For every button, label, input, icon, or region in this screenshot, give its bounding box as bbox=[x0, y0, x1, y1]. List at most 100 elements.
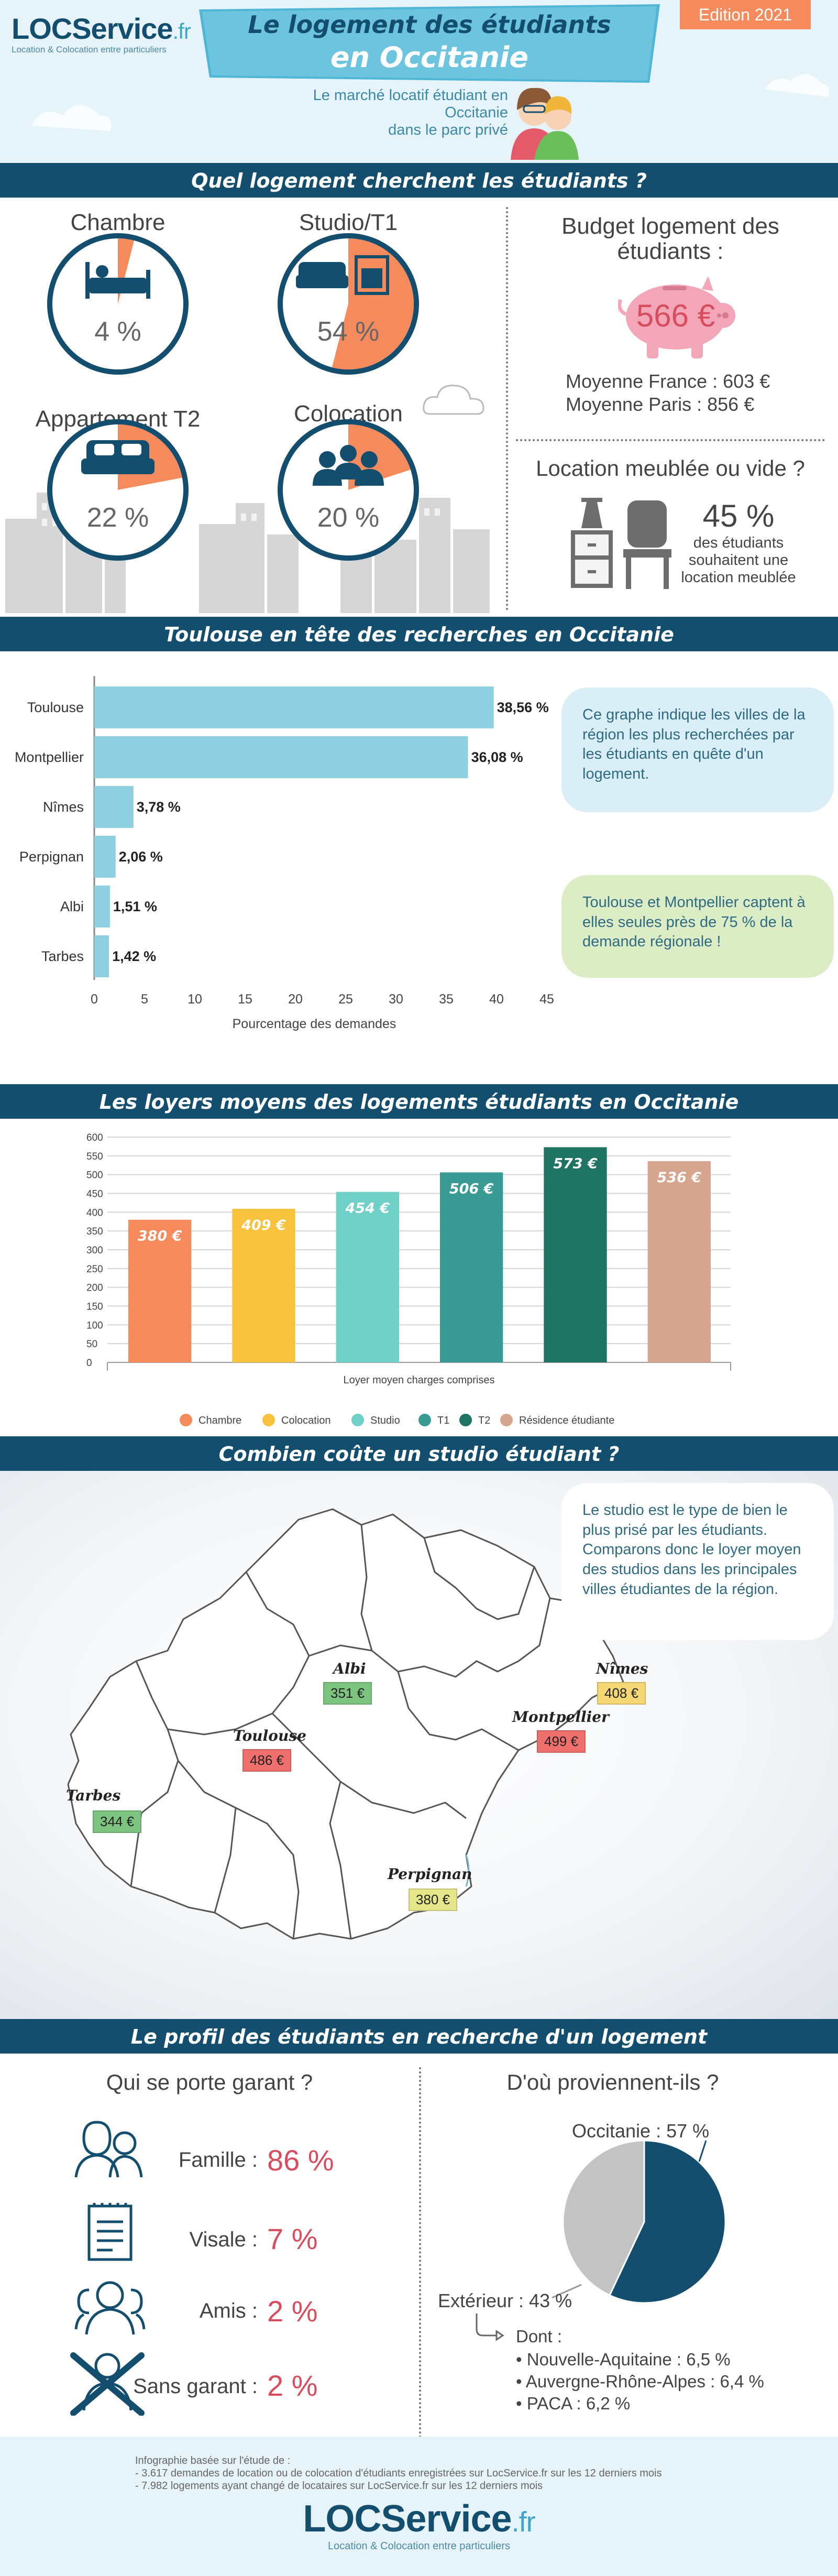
rent-bar-4 bbox=[544, 1147, 607, 1362]
rent-bar-5 bbox=[647, 1161, 711, 1362]
bar-4 bbox=[94, 886, 110, 927]
y-tick-label: 200 bbox=[86, 1283, 103, 1294]
garant-value-amis: 2 % bbox=[267, 2295, 318, 2328]
legend-label: Résidence étudiante bbox=[519, 1415, 614, 1426]
legend-swatch bbox=[351, 1414, 364, 1426]
x-tick-label: 35 bbox=[439, 992, 454, 1007]
donut-3: 20 % bbox=[278, 419, 419, 561]
origin-region-paca: PACA : 6,2 % bbox=[526, 2394, 631, 2413]
legend-swatch bbox=[180, 1414, 192, 1426]
map-price-albi: 351 € bbox=[323, 1682, 372, 1705]
y-tick-label: 450 bbox=[86, 1189, 103, 1200]
bar-value-label: 1,51 % bbox=[113, 899, 157, 914]
map-price-perpignan: 380 € bbox=[409, 1889, 458, 1911]
donut-slice bbox=[332, 238, 414, 369]
subtitle-line1: Le marché locatif étudiant en bbox=[313, 87, 508, 104]
occitanie-map bbox=[67, 1508, 624, 1940]
legend-label: Studio bbox=[370, 1415, 400, 1426]
garant-label-amis: Amis : bbox=[199, 2299, 258, 2322]
logo-tagline: Location & Colocation entre particuliers bbox=[12, 45, 167, 54]
furnished-text-line2: souhaitent une bbox=[688, 552, 789, 569]
garant-label-famille: Famille : bbox=[178, 2148, 258, 2171]
group-icon bbox=[313, 445, 384, 486]
dont-arrow-icon bbox=[476, 2313, 504, 2341]
footer-source-title: Infographie basée sur l'étude de : bbox=[135, 2455, 291, 2466]
legend-label: Colocation bbox=[281, 1415, 331, 1426]
rent-bar-value: 573 € bbox=[553, 1155, 598, 1172]
header-logo[interactable]: LOCService.fr Location & Colocation entr… bbox=[12, 12, 191, 55]
family-icon bbox=[74, 2121, 143, 2178]
donut-0: 4 % bbox=[47, 233, 189, 375]
footer-sources: Infographie basée sur l'étude de : - 3.6… bbox=[135, 2454, 662, 2492]
garant-value-sans: 2 % bbox=[267, 2369, 318, 2402]
bar-category-label: Tarbes bbox=[41, 948, 84, 964]
bar-category-label: Nîmes bbox=[43, 799, 84, 815]
logo-main: LOCService bbox=[12, 12, 173, 45]
bar-category-label: Perpignan bbox=[19, 849, 84, 865]
map-city-nimes: Nîmes bbox=[596, 1660, 648, 1677]
section1-horizontal-divider bbox=[516, 439, 825, 441]
y-tick-label: 600 bbox=[86, 1132, 103, 1143]
origin-region-auvergne-rhone-alpes: Auvergne-Rhône-Alpes : 6,4 % bbox=[525, 2372, 764, 2391]
x-axis-label: Loyer moyen charges comprises bbox=[343, 1374, 494, 1386]
y-tick-label: 400 bbox=[86, 1207, 103, 1218]
section1-title: Quel logement cherchent les étudiants ? bbox=[191, 169, 647, 192]
studio-explanation-bubble: Le studio est le type de bien le plus pr… bbox=[561, 1483, 834, 1640]
rent-bar-value: 409 € bbox=[241, 1217, 286, 1234]
origin-title: D'où proviennent-ils ? bbox=[506, 2070, 719, 2094]
header-subtitle: Le marché locatif étudiant en Occitanie … bbox=[246, 87, 508, 139]
bar-5 bbox=[94, 935, 109, 977]
footer-source-2: - 7.982 logements ayant changé de locata… bbox=[135, 2480, 543, 2492]
map-city-toulouse: Toulouse bbox=[233, 1727, 306, 1744]
rent-bar-1 bbox=[232, 1208, 295, 1362]
section1-band: Quel logement cherchent les étudiants ? bbox=[0, 163, 838, 198]
title-ribbon bbox=[199, 4, 660, 83]
garant-title: Qui se porte garant ? bbox=[106, 2070, 313, 2094]
x-axis-label: Pourcentage des demandes bbox=[233, 1017, 396, 1031]
bar-value-label: 36,08 % bbox=[471, 749, 523, 765]
cloud-icon bbox=[423, 385, 484, 415]
budget-averages: Moyenne France : 603 € Moyenne Paris : 8… bbox=[566, 370, 796, 416]
pie-slice-extérieur bbox=[562, 2140, 645, 2297]
origin-dont: Dont : bbox=[516, 2327, 563, 2346]
legend-label: T2 bbox=[478, 1415, 490, 1426]
bar-value-label: 1,42 % bbox=[112, 948, 156, 964]
map-price-toulouse: 486 € bbox=[242, 1749, 292, 1772]
x-tick-label: 45 bbox=[539, 992, 554, 1007]
origin-region-item: • Auvergne-Rhône-Alpes : 6,4 % bbox=[516, 2372, 764, 2391]
footer-logo[interactable]: LOCService.fr Location & Colocation entr… bbox=[293, 2497, 545, 2552]
rent-bar-value: 380 € bbox=[138, 1228, 182, 1245]
students-illustration bbox=[511, 88, 579, 160]
section3-band: Les loyers moyens des logements étudiant… bbox=[0, 1084, 838, 1119]
footer-source-1: - 3.617 demandes de location ou de coloc… bbox=[135, 2468, 662, 2479]
footer-logo-tagline: Location & Colocation entre particuliers bbox=[328, 2540, 510, 2552]
footer-logo-suffix: .fr bbox=[511, 2506, 536, 2538]
section2-band: Toulouse en tête des recherches en Occit… bbox=[0, 617, 838, 651]
pie-leader-exterieur bbox=[552, 2284, 582, 2299]
origin-region-item: • Nouvelle-Aquitaine : 6,5 % bbox=[516, 2350, 731, 2369]
housing-type-donuts: 4 % 54 % 22 % 20 % bbox=[47, 233, 419, 561]
section1-vertical-divider bbox=[506, 207, 508, 610]
bar-value-label: 3,78 % bbox=[137, 799, 181, 815]
rent-bar-3 bbox=[440, 1172, 503, 1362]
bar-2 bbox=[94, 786, 134, 828]
map-price-montpellier: 499 € bbox=[537, 1730, 586, 1753]
x-tick-label: 20 bbox=[288, 992, 303, 1007]
pie-leader-occitanie bbox=[698, 2140, 707, 2162]
furnished-text: des étudiants souhaitent une location me… bbox=[676, 534, 801, 586]
donut-2: 22 % bbox=[47, 419, 189, 561]
edition-badge: Edition 2021 bbox=[680, 0, 811, 29]
rent-bar-value: 536 € bbox=[657, 1170, 702, 1186]
friends-icon bbox=[74, 2281, 146, 2335]
furnished-text-line3: location meublée bbox=[681, 569, 796, 586]
legend-label: Chambre bbox=[199, 1415, 241, 1426]
key-insight-bubble: Toulouse et Montpellier captent à elles … bbox=[561, 875, 834, 978]
section5-title: Le profil des étudiants en recherche d'u… bbox=[130, 2025, 708, 2048]
x-tick-label: 40 bbox=[489, 992, 504, 1007]
x-tick-label: 0 bbox=[91, 992, 98, 1007]
y-tick-label: 100 bbox=[86, 1320, 103, 1331]
y-tick-label: 0 bbox=[86, 1358, 92, 1369]
donut-label-chambre: Chambre bbox=[70, 210, 166, 235]
origin-region-list: • Nouvelle-Aquitaine : 6,5 % • Auvergne-… bbox=[516, 2349, 764, 2415]
page-title-line2: en Occitanie bbox=[330, 41, 529, 74]
